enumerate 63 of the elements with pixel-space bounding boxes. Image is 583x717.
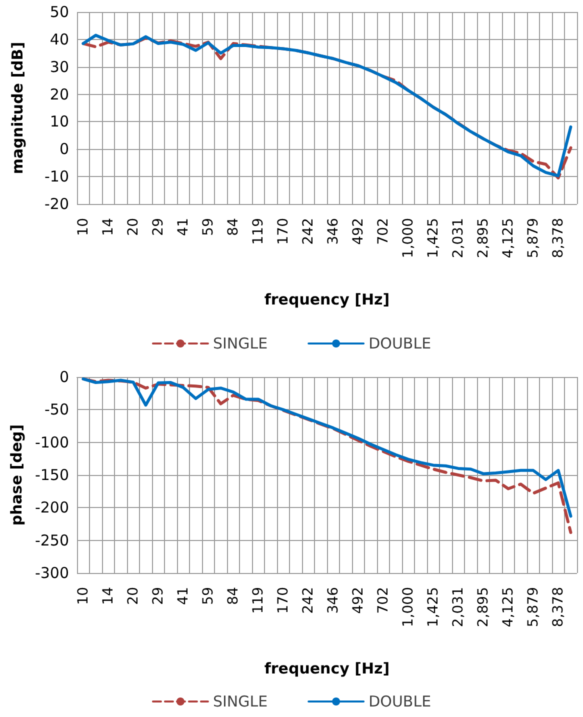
y-axis-title: magnitude [dB] (8, 42, 26, 174)
x-tick-label: 492 (350, 587, 366, 614)
x-tick-label: 8,378 (550, 218, 566, 258)
x-axis-title: frequency [Hz] (264, 290, 390, 308)
x-tick-label: 8,378 (550, 587, 566, 628)
x-tick-label: 10 (75, 587, 92, 605)
x-tick-label: 5,879 (525, 587, 542, 628)
x-tick-label: 5,879 (525, 218, 542, 258)
x-tick-label: 4,125 (500, 218, 516, 258)
legend-label: SINGLE (212, 334, 268, 352)
x-tick-label: 29 (150, 218, 166, 236)
x-tick-label: 4,125 (500, 587, 516, 628)
y-tick-label: -50 (44, 400, 69, 419)
x-tick-label: 2,895 (475, 587, 492, 628)
x-tick-label: 119 (250, 587, 266, 614)
x-tick-label: 702 (375, 587, 392, 614)
x-tick-label: 242 (300, 218, 316, 245)
x-tick-label: 346 (325, 218, 342, 245)
x-tick-label: 14 (100, 586, 116, 605)
x-tick-label: 170 (275, 218, 292, 245)
x-tick-label: 20 (125, 587, 142, 605)
x-tick-label: 59 (200, 218, 216, 236)
y-tick-label: 0 (59, 368, 69, 386)
y-tick-label: 0 (59, 140, 69, 158)
y-tick-label: -20 (44, 195, 69, 213)
y-tick-label: 50 (50, 3, 69, 21)
y-axis-title: phase [deg] (8, 424, 26, 526)
y-tick-label: 20 (50, 85, 69, 104)
x-tick-label: 492 (350, 218, 366, 245)
y-tick-label: -300 (34, 564, 69, 582)
x-tick-label: 10 (75, 218, 92, 236)
x-tick-label: 119 (250, 218, 266, 245)
x-tick-label: 242 (300, 587, 316, 614)
x-tick-label: 29 (150, 587, 166, 605)
x-tick-label: 20 (125, 218, 142, 236)
y-tick-label: -100 (34, 433, 69, 452)
y-tick-label: -150 (34, 466, 69, 484)
y-tick-label: 10 (50, 112, 69, 131)
x-tick-label: 2,895 (475, 218, 492, 258)
y-tick-label: 30 (50, 58, 69, 76)
x-tick-label: 41 (175, 587, 192, 605)
x-tick-label: 2,031 (450, 218, 466, 258)
x-tick-label: 1,000 (400, 587, 416, 628)
x-axis-title: frequency [Hz] (264, 660, 390, 678)
y-tick-label: -250 (34, 531, 69, 550)
x-tick-label: 59 (200, 587, 216, 605)
y-tick-label: -10 (44, 168, 69, 186)
x-tick-label: 702 (375, 218, 392, 245)
legend-label: SINGLE (212, 692, 268, 710)
x-tick-label: 1,425 (425, 218, 442, 258)
legend-label: DOUBLE (368, 334, 432, 352)
x-tick-label: 1,425 (425, 587, 442, 628)
y-tick-label: -200 (34, 498, 69, 517)
x-tick-label: 14 (100, 218, 116, 236)
legend-label: DOUBLE (368, 692, 432, 710)
x-tick-label: 84 (225, 586, 242, 605)
x-tick-label: 41 (175, 218, 192, 236)
y-tick-label: 40 (50, 30, 69, 48)
x-tick-label: 2,031 (450, 587, 466, 628)
x-tick-label: 84 (225, 218, 242, 236)
x-tick-label: 346 (325, 586, 342, 614)
x-tick-label: 1,000 (400, 218, 416, 258)
x-tick-label: 170 (275, 587, 292, 614)
